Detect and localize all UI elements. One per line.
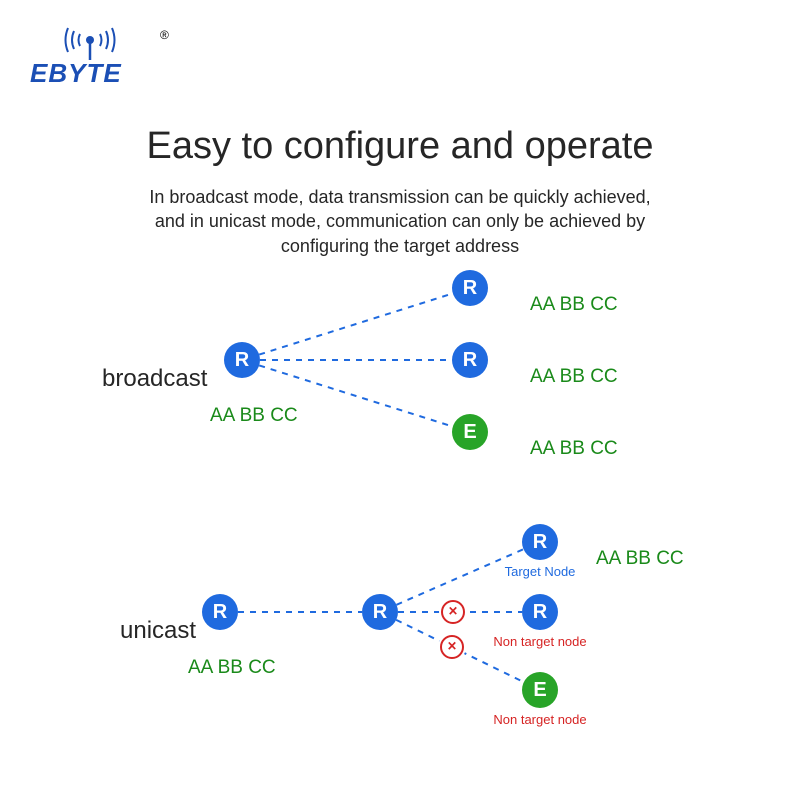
broadcast-target1-node-r: R <box>452 342 488 378</box>
broadcast-label: broadcast <box>102 365 207 393</box>
broadcast-target0-addr: AA BB CC <box>530 294 618 316</box>
broadcast-target2-addr: AA BB CC <box>530 438 618 460</box>
unicast-source-addr: AA BB CC <box>188 657 276 679</box>
unicast-target0-caption: Target Node <box>505 564 576 579</box>
broadcast-target2-node-e: E <box>452 414 488 450</box>
broadcast-target0-node-r: R <box>452 270 488 306</box>
unicast-target1-node-r: R <box>522 594 558 630</box>
broadcast-target1-addr: AA BB CC <box>530 366 618 388</box>
unicast-target1-caption: Non target node <box>493 634 586 649</box>
unicast-target2-caption: Non target node <box>493 712 586 727</box>
broadcast-source-addr: AA BB CC <box>210 405 298 427</box>
unicast-target0-addr: AA BB CC <box>596 548 684 570</box>
blocked-icon: × <box>438 633 466 661</box>
connection-lines <box>0 0 800 800</box>
blocked-icon: × <box>439 598 467 626</box>
broadcast-source-node-r: R <box>224 342 260 378</box>
unicast-source-node-r: R <box>202 594 238 630</box>
unicast-relay-node-r: R <box>362 594 398 630</box>
unicast-label: unicast <box>120 617 196 645</box>
unicast-target2-node-e: E <box>522 672 558 708</box>
unicast-target0-node-r: R <box>522 524 558 560</box>
